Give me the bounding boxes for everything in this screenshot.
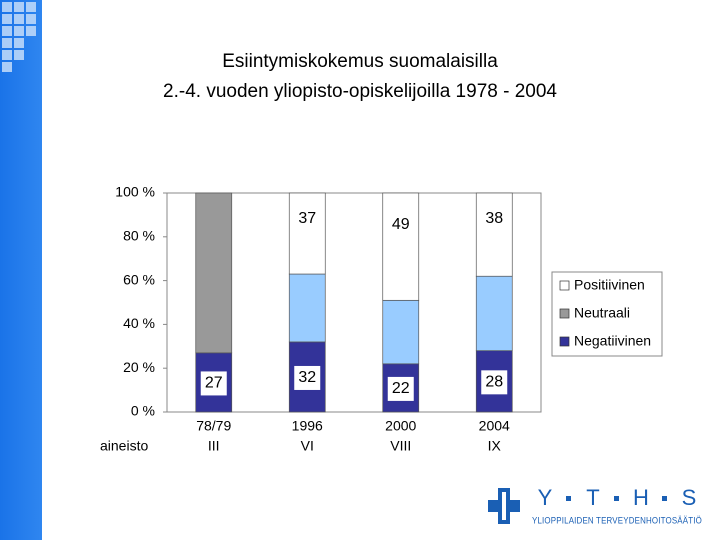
value-label: 38 xyxy=(485,210,503,227)
y-tick-label: 0 % xyxy=(131,403,155,419)
value-label: 27 xyxy=(205,375,223,392)
x-tick-label: 1996 xyxy=(292,418,323,434)
x-tick-label: 2004 xyxy=(479,418,510,434)
bar-segment xyxy=(288,273,326,343)
value-label: 49 xyxy=(392,216,410,233)
logo-letter: H xyxy=(633,485,649,510)
bar-segment xyxy=(475,192,513,277)
side-strip xyxy=(0,0,42,540)
logo-dot xyxy=(614,496,619,501)
legend-box xyxy=(551,271,663,357)
bar-segment xyxy=(288,192,326,275)
chart-subtitle: 2.-4. vuoden yliopisto-opiskelijoilla 19… xyxy=(163,81,557,102)
label-box xyxy=(481,370,508,395)
bar-segment xyxy=(195,192,233,354)
legend-swatch xyxy=(559,308,570,319)
logo-letter: Y xyxy=(538,485,553,510)
logo xyxy=(488,488,520,524)
logo-letter: S xyxy=(682,485,697,510)
x-sub-label: III xyxy=(208,438,220,454)
label-box xyxy=(294,365,321,390)
chart-title: Esiintymiskokemus suomalaisilla xyxy=(222,51,498,72)
logo-dot xyxy=(662,496,667,501)
value-label: 32 xyxy=(298,369,316,386)
legend-swatch xyxy=(559,336,570,347)
x-sub-label: VI xyxy=(301,438,314,454)
y-tick-label: 100 % xyxy=(115,184,155,200)
bar-segment xyxy=(382,192,420,301)
label-box xyxy=(200,371,227,396)
legend-label: Negatiivinen xyxy=(574,333,651,349)
logo-dot xyxy=(566,496,571,501)
x-tick-label: 2000 xyxy=(385,418,416,434)
value-label: 37 xyxy=(298,210,316,227)
legend-label: Neutraali xyxy=(574,305,630,321)
legend-label: Positiivinen xyxy=(574,277,645,293)
legend-swatch xyxy=(559,280,570,291)
logo-letter: T xyxy=(586,485,599,510)
logo-subtitle: YLIOPPILAIDEN TERVEYDENHOITOSÄÄTIÖ xyxy=(532,515,702,525)
bar-segment xyxy=(475,275,513,352)
value-label: 22 xyxy=(392,380,410,397)
label-box xyxy=(387,376,414,401)
y-tick-label: 40 % xyxy=(123,315,155,331)
y-tick-label: 20 % xyxy=(123,359,155,375)
x-axis-label: aineisto xyxy=(100,438,148,454)
strip-squares xyxy=(2,2,36,72)
x-tick-label: 78/79 xyxy=(196,418,231,434)
value-label: 28 xyxy=(485,374,503,391)
y-tick-label: 80 % xyxy=(123,228,155,244)
bar-segment xyxy=(382,299,420,365)
x-sub-label: VIII xyxy=(390,438,411,454)
x-sub-label: IX xyxy=(488,438,502,454)
y-tick-label: 60 % xyxy=(123,271,155,287)
